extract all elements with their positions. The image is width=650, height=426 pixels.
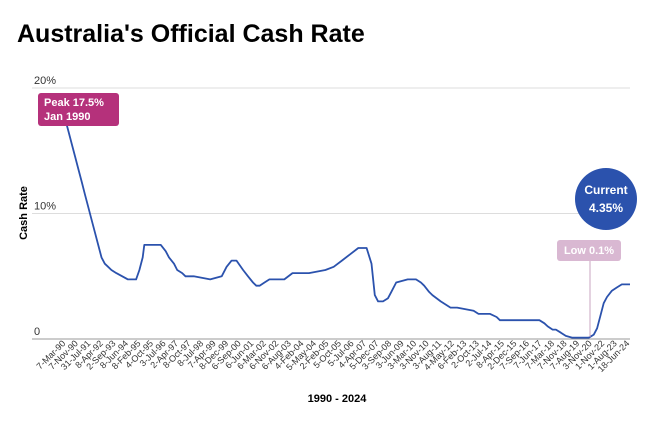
low-annotation: Low 0.1%	[557, 240, 621, 337]
peak-annotation-line2: Jan 1990	[44, 111, 90, 123]
x-axis-label: 1990 - 2024	[308, 393, 368, 405]
peak-annotation-box	[38, 93, 119, 126]
current-annotation-line2: 4.35%	[589, 201, 623, 215]
peak-annotation-line1: Peak 17.5%	[44, 97, 104, 109]
y-tick-label: 10%	[34, 201, 56, 213]
chart-title: Australia's Official Cash Rate	[17, 20, 365, 48]
x-axis-ticks: 7-Mar-907-Nov-9031-Jul-918-Apr-922-Sep-9…	[35, 338, 632, 374]
low-annotation-box	[557, 240, 621, 261]
y-tick-label: 0	[34, 326, 40, 338]
grid	[32, 87, 630, 340]
peak-annotation: Peak 17.5% Jan 1990	[38, 93, 119, 126]
low-annotation-text: Low 0.1%	[564, 245, 614, 257]
y-axis-label: Cash Rate	[18, 186, 30, 240]
current-rate-bubble	[575, 168, 637, 230]
y-tick-label: 20%	[34, 75, 56, 87]
current-annotation-line1: Current	[584, 183, 627, 197]
y-axis-ticks: 0 10% 20%	[34, 75, 56, 338]
current-annotation: Current 4.35%	[575, 168, 637, 230]
cash-rate-line	[62, 118, 630, 339]
